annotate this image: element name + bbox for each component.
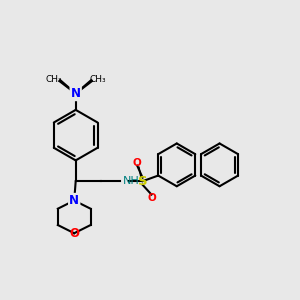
Text: N: N <box>71 87 81 100</box>
Text: S: S <box>138 175 147 188</box>
Text: N: N <box>71 87 81 100</box>
Text: O: O <box>133 158 142 168</box>
Text: N: N <box>69 194 79 207</box>
Text: NH: NH <box>123 176 140 186</box>
Text: O: O <box>147 193 156 202</box>
Text: N: N <box>69 194 79 207</box>
Text: O: O <box>69 227 79 240</box>
Text: CH₃: CH₃ <box>89 75 106 84</box>
Text: CH₃: CH₃ <box>46 75 62 84</box>
